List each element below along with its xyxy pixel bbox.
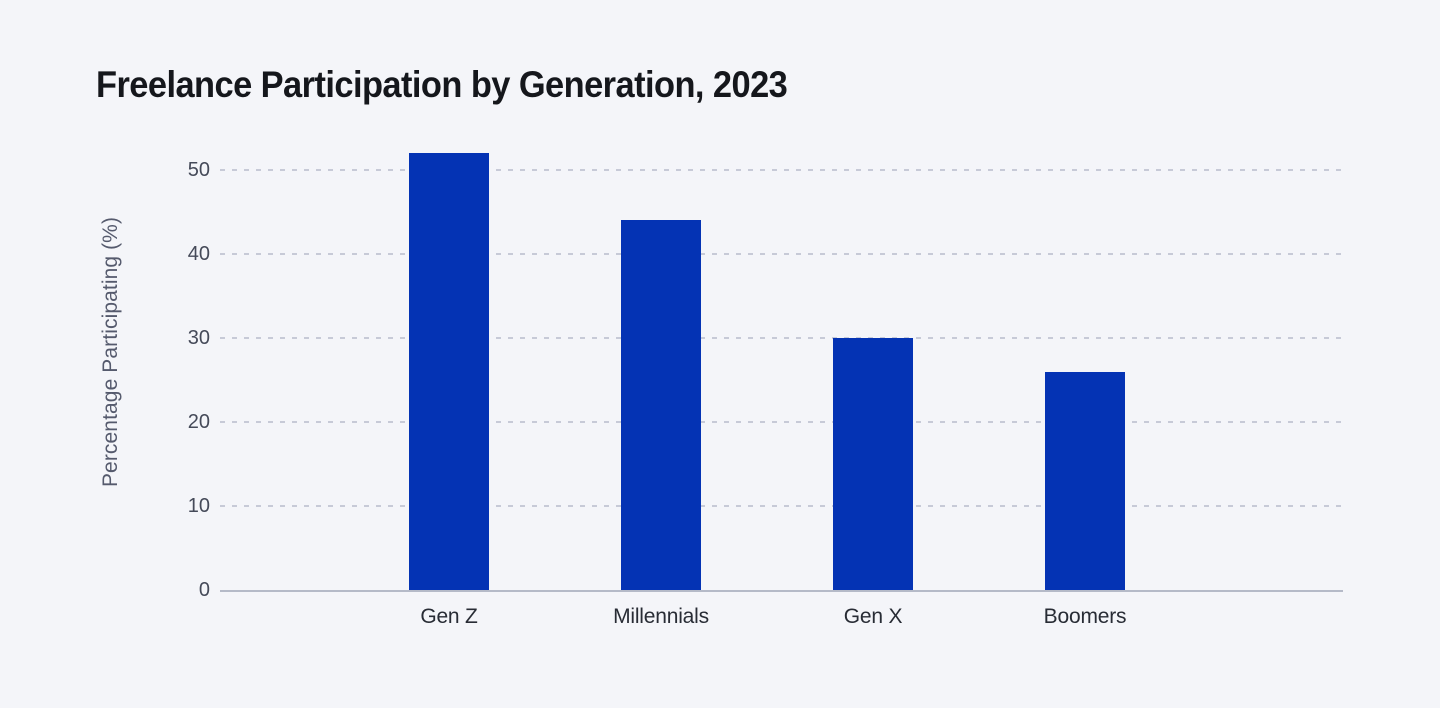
gridline-30: [220, 337, 1343, 339]
y-tick-label-50: 50: [187, 159, 210, 181]
x-tick-label-millennials: Millennials: [613, 605, 709, 628]
y-tick-label-0: 0: [198, 579, 210, 601]
y-tick-label-30: 30: [187, 327, 210, 349]
y-tick-label-40: 40: [187, 243, 210, 265]
y-tick-label-10: 10: [187, 495, 210, 517]
gridline-50: [220, 169, 1343, 171]
chart-title: Freelance Participation by Generation, 2…: [96, 64, 788, 105]
x-tick-label-gen-z: Gen Z: [420, 605, 478, 628]
bar-gen-x: [833, 338, 913, 590]
gridline-10: [220, 505, 1343, 507]
gridline-40: [220, 253, 1343, 255]
gridline-20: [220, 421, 1343, 423]
bar-boomers: [1045, 372, 1125, 590]
bar-millennials: [621, 220, 701, 590]
x-tick-label-gen-x: Gen X: [843, 605, 903, 628]
y-tick-label-20: 20: [187, 411, 210, 433]
x-axis-line: [220, 590, 1343, 592]
bar-gen-z: [409, 153, 489, 590]
x-tick-label-boomers: Boomers: [1043, 605, 1127, 628]
